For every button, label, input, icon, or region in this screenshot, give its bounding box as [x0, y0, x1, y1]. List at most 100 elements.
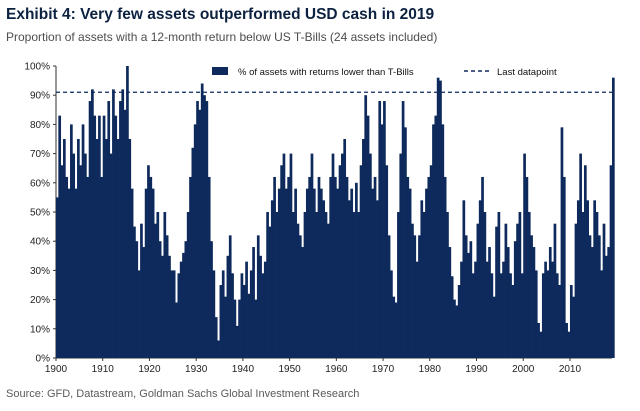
data-bar [95, 139, 99, 358]
data-bar [254, 299, 258, 358]
data-bar [462, 200, 466, 358]
data-bar [481, 176, 484, 358]
legend-reference-label: Last datapoint [497, 67, 557, 78]
data-bar [413, 235, 417, 358]
data-bar [116, 139, 120, 358]
data-bar [492, 296, 496, 358]
data-bar [121, 89, 125, 359]
chart-subtitle: Proportion of assets with a 12-month ret… [6, 30, 438, 44]
data-bar [88, 101, 92, 358]
data-bar [198, 109, 202, 358]
data-bar [502, 261, 505, 358]
data-bar [277, 188, 281, 358]
data-bar [84, 153, 87, 358]
legend-bar-swatch [212, 67, 228, 75]
data-bar [182, 252, 185, 358]
data-bar [298, 235, 302, 358]
data-bar [193, 124, 197, 359]
data-bar [583, 165, 587, 358]
data-bar [425, 188, 428, 358]
data-bar [429, 165, 433, 358]
data-bar [364, 95, 368, 358]
data-bar [352, 212, 356, 358]
data-bar [147, 165, 150, 358]
data-bar [203, 95, 206, 358]
data-bar [158, 241, 162, 358]
x-tick-label: 1900 [45, 364, 68, 375]
data-bar [450, 276, 454, 358]
data-bar [415, 261, 419, 358]
legend-series-label: % of assets with returns lower than T-Bi… [238, 67, 414, 78]
data-bar [119, 101, 122, 358]
data-bar [126, 66, 129, 358]
data-bar [432, 124, 435, 359]
data-bar [308, 176, 311, 358]
data-bar [380, 124, 384, 359]
data-bar [329, 176, 333, 358]
data-bar [144, 188, 148, 358]
data-bar [105, 139, 108, 358]
data-bar [576, 200, 580, 358]
data-bar [548, 247, 552, 358]
data-bar [303, 212, 307, 358]
data-bar [443, 176, 447, 358]
y-tick-label: 50% [30, 208, 50, 219]
data-bar [474, 261, 477, 358]
chart-title: Exhibit 4: Very few assets outperformed … [6, 6, 435, 23]
data-bar [546, 270, 550, 358]
data-bar [446, 212, 449, 358]
y-tick-label: 40% [30, 237, 50, 248]
data-bar [331, 153, 335, 358]
data-bar [221, 270, 225, 358]
data-bar [172, 270, 176, 358]
data-bar [245, 261, 248, 358]
data-bar [397, 212, 400, 358]
data-bar [604, 255, 608, 358]
data-bar [207, 176, 211, 358]
data-bar [345, 176, 349, 358]
data-bar [436, 77, 440, 359]
data-bar [362, 139, 365, 358]
data-bar [399, 153, 403, 358]
data-bar [58, 115, 62, 358]
data-bar [373, 176, 377, 358]
data-bar [467, 252, 470, 358]
data-bar [259, 255, 262, 358]
data-bar [530, 235, 533, 358]
data-bar [338, 165, 342, 358]
data-bar [133, 226, 136, 358]
data-bar [488, 247, 491, 358]
data-bar [567, 331, 571, 358]
data-bar [348, 200, 351, 358]
data-bar [135, 241, 139, 358]
data-bar [175, 302, 178, 358]
data-bar [261, 273, 265, 358]
y-tick-label: 30% [30, 266, 50, 277]
data-bar [56, 197, 59, 358]
data-bar [406, 176, 410, 358]
data-bar [161, 255, 164, 358]
data-bar [366, 115, 370, 358]
data-bar [284, 188, 288, 358]
data-bar [509, 273, 512, 358]
data-bar [154, 223, 157, 358]
data-bar [485, 261, 489, 358]
data-bar [186, 212, 190, 358]
data-bar [242, 285, 246, 358]
data-bar [256, 235, 260, 358]
data-bar [441, 124, 445, 359]
data-bar [520, 273, 524, 358]
data-bar [189, 176, 192, 358]
data-bar [112, 89, 115, 359]
y-axis: 0% 10% 20% 30% 40% 50% 60% 70% 80% 90% 100% [24, 62, 56, 365]
data-bar [453, 299, 456, 358]
data-bar [291, 212, 295, 358]
data-bar [79, 165, 83, 358]
data-bar [420, 200, 424, 358]
data-bar [553, 223, 557, 358]
x-tick-label: 1910 [92, 364, 115, 375]
data-bar [280, 165, 283, 358]
data-bar [551, 261, 554, 358]
data-bar [114, 115, 118, 358]
y-tick-label: 70% [30, 149, 50, 160]
